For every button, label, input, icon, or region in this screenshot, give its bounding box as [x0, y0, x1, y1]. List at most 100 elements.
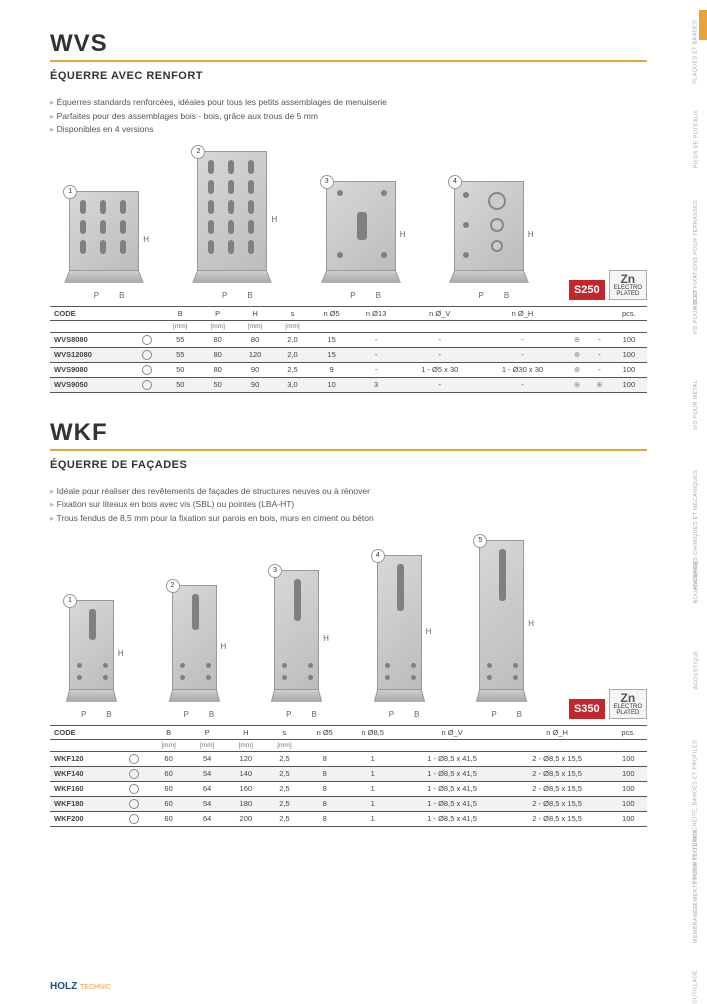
- table-cell: 50: [199, 377, 236, 392]
- wkf-bullets: Idéale pour réaliser des revêtements de …: [50, 485, 647, 526]
- table-cell: 200: [227, 811, 266, 826]
- table-cell: 8: [304, 766, 346, 781]
- table-cell: 54: [188, 751, 227, 766]
- side-tab[interactable]: VIS POUR BOIS: [693, 290, 699, 335]
- col-header: B: [162, 306, 199, 320]
- wvs-bullets: Équerres standards renforcées, idéales p…: [50, 96, 647, 137]
- col-header: n Ø_H: [505, 725, 610, 739]
- table-cell: 120: [227, 751, 266, 766]
- table-cell: [119, 781, 149, 796]
- wvs-table: CODEBPHsn Ø5n Ø13n Ø_Vn Ø_Hpcs.[mm][mm][…: [50, 306, 647, 393]
- side-tab[interactable]: OUTILLAGE: [693, 970, 699, 1004]
- wkf-figure-row: 1HPB2HPB3HPB4HPB5HPBS350ZnELECTROPLATED: [50, 540, 647, 719]
- col-unit: [611, 320, 647, 332]
- product-figure: 1HPB: [50, 600, 143, 719]
- dim-b: B: [414, 710, 419, 719]
- orange-rule: [50, 60, 647, 62]
- table-cell: 80: [199, 347, 236, 362]
- side-tab[interactable]: VIS POUR MÉTAL: [693, 380, 699, 430]
- table-cell: 54: [188, 766, 227, 781]
- table-cell: 1 - Ø8,5 x 41,5: [400, 751, 505, 766]
- table-cell: 1: [346, 766, 400, 781]
- col-unit: [479, 320, 566, 332]
- table-cell: 54: [188, 796, 227, 811]
- table-cell: 2 - Ø8,5 x 15,5: [505, 766, 610, 781]
- col-unit: [50, 320, 132, 332]
- col-unit: [mm]: [265, 739, 304, 751]
- table-row: WKF16060641602,5811 - Ø8,5 x 41,52 - Ø8,…: [50, 781, 647, 796]
- bullet-item: Trous fendus de 8,5 mm pour la fixation …: [50, 512, 647, 526]
- table-cell: 180: [227, 796, 266, 811]
- table-cell: 55: [162, 347, 199, 362]
- table-cell: 2,5: [265, 751, 304, 766]
- table-cell: [132, 347, 161, 362]
- dim-b: B: [209, 710, 214, 719]
- side-tab[interactable]: BOULONNERIE: [693, 560, 699, 603]
- table-cell: -: [400, 332, 479, 347]
- table-cell: 1: [346, 781, 400, 796]
- table-cell: 60: [149, 751, 188, 766]
- col-unit: [mm]: [162, 320, 199, 332]
- table-cell: -: [479, 347, 566, 362]
- table-cell: 8: [304, 811, 346, 826]
- bullet-item: Parfaites pour des assemblages bois - bo…: [50, 110, 647, 124]
- table-cell: 80: [199, 362, 236, 377]
- table-cell: 1 - Ø5 x 30: [400, 362, 479, 377]
- table-cell: -: [479, 332, 566, 347]
- table-cell: -: [400, 377, 479, 392]
- table-cell: [119, 796, 149, 811]
- figure-number-badge: 1: [63, 594, 77, 608]
- col-unit: [588, 320, 611, 332]
- product-figure: 3HPB: [255, 570, 348, 719]
- table-cell: 100: [611, 377, 647, 392]
- table-cell: 50: [162, 377, 199, 392]
- table-cell: 8: [304, 751, 346, 766]
- col-header: CODE: [50, 306, 132, 320]
- table-cell: 55: [162, 332, 199, 347]
- table-cell: 60: [149, 811, 188, 826]
- product-figure: 2HPB: [153, 585, 246, 719]
- brand-holz: HOLZ: [50, 981, 77, 992]
- dim-b: B: [119, 291, 124, 300]
- table-row: WVS80805580802,015---⊕-100: [50, 332, 647, 347]
- side-tab[interactable]: ÉLÉMENTS POUR TOITURES: [693, 830, 699, 913]
- col-unit: [400, 320, 479, 332]
- col-header: pcs.: [611, 306, 647, 320]
- product-figure: 4HPB: [358, 555, 451, 719]
- table-cell: 10: [311, 377, 352, 392]
- dim-b: B: [376, 291, 381, 300]
- side-tab-active-mark: [699, 10, 707, 40]
- wkf-title: WKF: [50, 419, 647, 447]
- table-cell: 8: [304, 796, 346, 811]
- col-unit: [119, 739, 149, 751]
- col-unit: [mm]: [199, 320, 236, 332]
- table-cell: 60: [149, 766, 188, 781]
- product-figure: 2HPB: [178, 151, 296, 300]
- table-cell: [132, 362, 161, 377]
- table-cell: -: [588, 362, 611, 377]
- bullet-item: Disponibles en 4 versions: [50, 123, 647, 137]
- table-cell: 2,0: [274, 347, 311, 362]
- table-cell: 3: [352, 377, 400, 392]
- figure-number-badge: 4: [448, 175, 462, 189]
- dim-p: P: [491, 710, 496, 719]
- dim-p: P: [81, 710, 86, 719]
- col-unit: [mm]: [274, 320, 311, 332]
- col-header: s: [265, 725, 304, 739]
- table-cell: -: [588, 347, 611, 362]
- dim-b: B: [517, 710, 522, 719]
- dim-h: H: [221, 642, 227, 651]
- dim-h: H: [400, 230, 406, 239]
- side-tabs: PLAQUES ET BANDESPIEDS DE POTEAUXVIS ET …: [657, 0, 707, 1000]
- table-cell: 1 - Ø8,5 x 41,5: [400, 811, 505, 826]
- dim-b: B: [311, 710, 316, 719]
- section-wvs: WVS ÉQUERRE AVEC RENFORT Équerres standa…: [50, 30, 647, 393]
- col-header: H: [227, 725, 266, 739]
- dim-h: H: [323, 634, 329, 643]
- side-tab[interactable]: ACOUSTIQUE: [693, 650, 699, 689]
- side-tab[interactable]: MEMBRANES: [693, 905, 699, 943]
- table-cell: -: [352, 362, 400, 377]
- product-figure: 4HPB: [435, 181, 553, 300]
- table-cell: ⊕: [588, 377, 611, 392]
- side-tab[interactable]: PIEDS DE POTEAUX: [693, 110, 699, 168]
